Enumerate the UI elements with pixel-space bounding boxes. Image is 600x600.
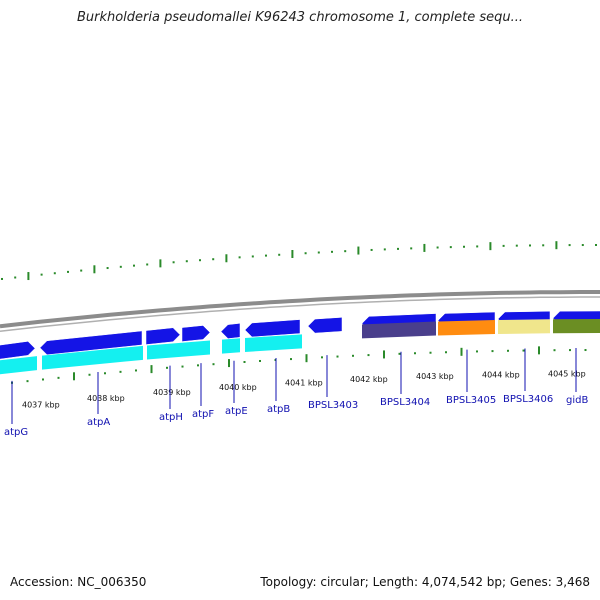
cds-bar <box>245 334 302 352</box>
kbp-label: 4045 kbp <box>548 369 586 378</box>
gene-label-bpsl3406: BPSL3406 <box>503 394 553 405</box>
gene-label-gidb: gidB <box>566 395 588 406</box>
feature-bar <box>498 319 550 334</box>
chart-title: Burkholderia pseudomallei K96243 chromos… <box>76 10 524 25</box>
gene-label-atpg: atpG <box>4 427 28 438</box>
kbp-label: 4040 kbp <box>219 383 257 392</box>
topology-text: Topology: circular; Length: 4,074,542 bp… <box>260 575 590 589</box>
feature-bar <box>553 319 600 334</box>
kbp-label: 4039 kbp <box>153 388 191 397</box>
gene-label-atpa: atpA <box>87 417 110 428</box>
gene-arrow <box>39 330 143 356</box>
cds-bar <box>42 345 143 370</box>
cds-bar <box>0 356 37 375</box>
accession-text: Accession: NC_006350 <box>10 575 147 589</box>
gene-arrow <box>0 341 36 360</box>
cds-bar <box>222 338 240 354</box>
gene-label-atpb: atpB <box>267 404 290 415</box>
gene-arrow <box>220 323 241 339</box>
kbp-label: 4037 kbp <box>22 401 60 410</box>
gene-label-atpf: atpF <box>192 409 214 420</box>
gene-label-atpe: atpE <box>225 406 248 417</box>
gene-label-atph: atpH <box>159 412 183 423</box>
gene-label-bpsl3403: BPSL3403 <box>308 400 358 411</box>
kbp-label: 4041 kbp <box>285 378 323 387</box>
backbone-arc <box>0 290 600 329</box>
kbp-label: 4044 kbp <box>482 370 520 379</box>
feature-bar <box>438 320 495 336</box>
feature-bar <box>362 321 436 339</box>
gene-arrow <box>307 317 343 334</box>
kbp-label: 4043 kbp <box>416 372 454 381</box>
kbp-label: 4042 kbp <box>350 375 388 384</box>
gene-label-bpsl3405: BPSL3405 <box>446 395 496 406</box>
gene-arrow <box>181 325 211 342</box>
cds-bar <box>147 340 210 360</box>
gene-label-bpsl3404: BPSL3404 <box>380 397 430 408</box>
gene-arrow <box>145 327 181 345</box>
gene-arrow <box>244 319 301 338</box>
kbp-label: 4038 kbp <box>87 394 125 403</box>
backbone-inner-arc <box>0 296 600 332</box>
